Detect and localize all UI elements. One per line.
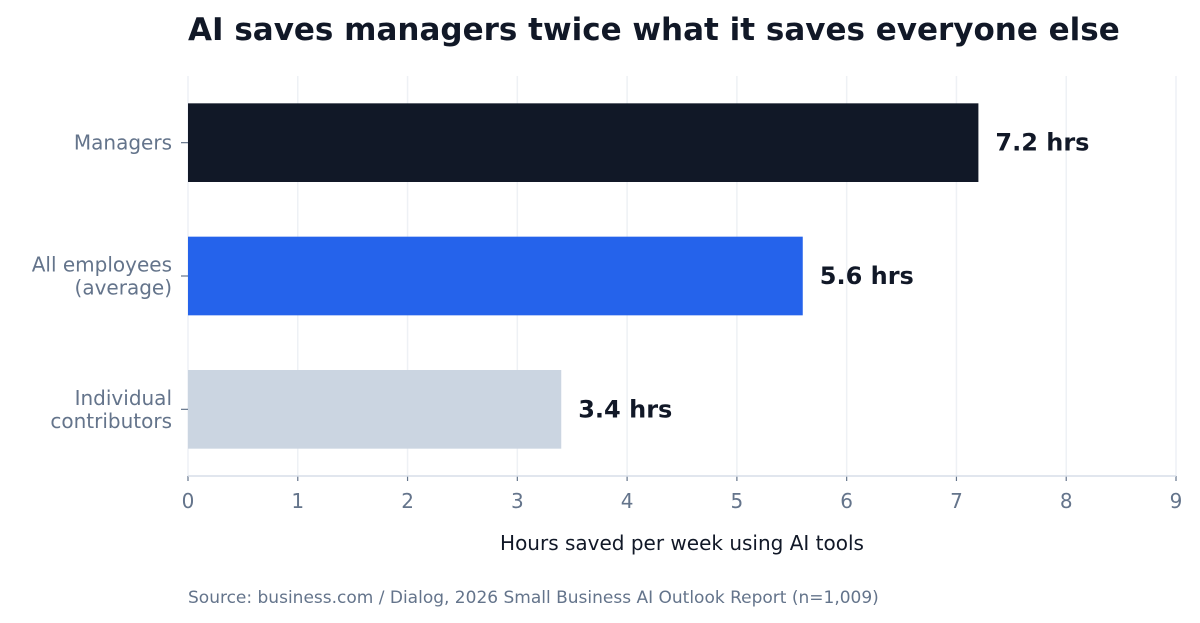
category-label: Individual	[75, 386, 172, 410]
bar	[188, 370, 562, 449]
x-tick-label: 8	[1060, 489, 1073, 513]
source-note: Source: business.com / Dialog, 2026 Smal…	[188, 588, 879, 608]
bar	[188, 103, 979, 182]
x-tick-label: 1	[291, 489, 304, 513]
x-tick-label: 7	[950, 489, 963, 513]
x-axis-label: Hours saved per week using AI tools	[500, 531, 864, 555]
x-tick-label: 5	[731, 489, 744, 513]
data-label: 3.4 hrs	[578, 395, 672, 423]
bar	[188, 236, 803, 316]
category-label: (average)	[75, 276, 172, 300]
axes: 0 1 2 3 4 5 6 7 8 9 Managers All employees(average)…	[32, 131, 1183, 513]
x-tick-label: 2	[401, 489, 414, 513]
category-label: All employees	[32, 253, 172, 277]
data-label: 5.6 hrs	[820, 262, 914, 290]
category-label: Managers	[74, 131, 172, 155]
data-label: 7.2 hrs	[995, 129, 1089, 157]
x-tick-label: 6	[840, 489, 853, 513]
x-tick-label: 3	[511, 489, 524, 513]
x-tick-label: 0	[182, 489, 195, 513]
category-label: contributors	[50, 409, 172, 433]
x-tick-label: 4	[621, 489, 634, 513]
chart-title: AI saves managers twice what it saves ev…	[188, 12, 1120, 48]
x-tick-label: 9	[1170, 489, 1183, 513]
bars: 7.2 hrs 5.6 hrs 3.4 hrs	[188, 103, 1089, 449]
